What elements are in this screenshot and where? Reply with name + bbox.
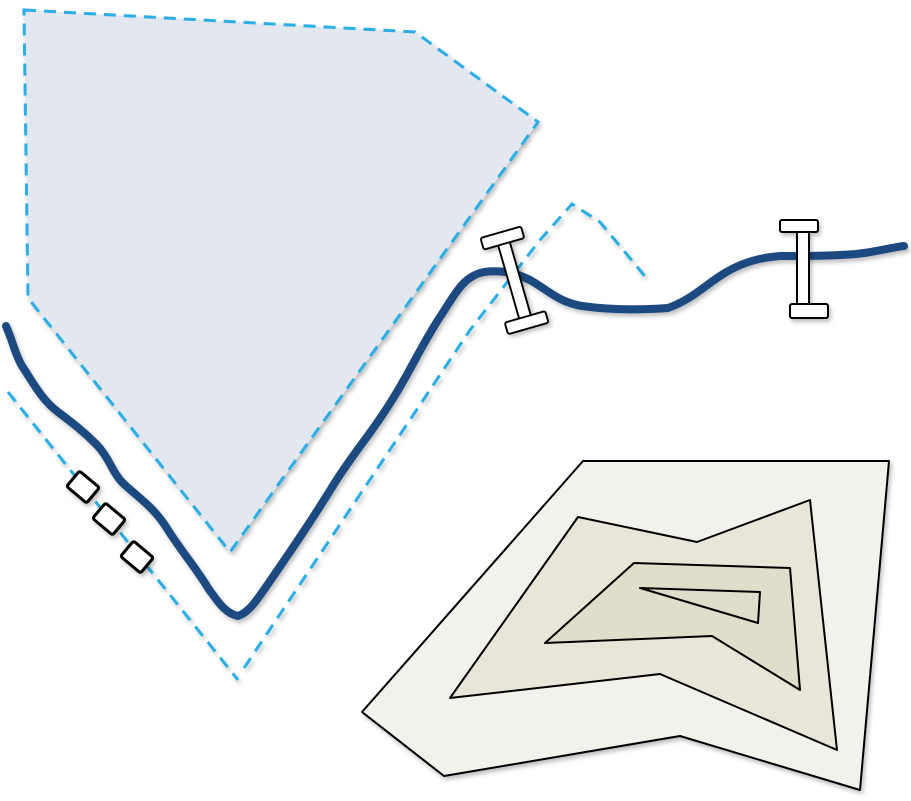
bridge-bottom-cap [789,303,829,319]
polygon-area [22,8,541,555]
river-line [2,242,908,620]
building-icon [119,540,155,574]
building-icon [91,502,127,536]
dashed-boundary-inner [242,202,650,669]
bridge-deck [796,231,810,309]
bridge-bottom-cap [504,310,549,335]
contour-level-4 [639,587,761,624]
dashed-boundary-outer [6,391,240,681]
bridge-icon [479,225,549,335]
river-path [2,242,908,620]
building-icon [65,470,101,504]
contour-lines [361,460,890,791]
dashed-boundary [6,202,650,681]
bridge-top-cap [479,225,525,251]
bridge-top-cap [779,219,819,233]
buildings [65,470,155,574]
bridge-icon [779,219,829,319]
polygon-area-fill [22,8,541,555]
